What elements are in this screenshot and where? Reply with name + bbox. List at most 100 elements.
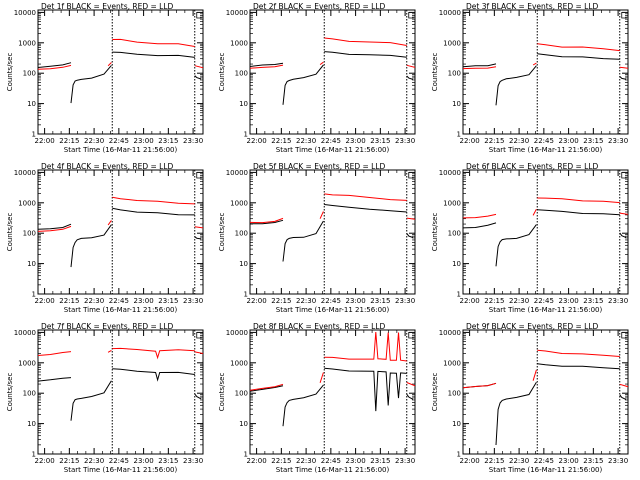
series-line-lld: [319, 61, 324, 66]
x-tick-label: 23:00: [346, 297, 366, 305]
series-line-lld: [406, 217, 415, 220]
y-tick-label: 1000: [443, 39, 461, 47]
y-axis-ticks: 1 10 100 1000 10000: [439, 169, 628, 299]
series-line-events: [38, 62, 72, 68]
y-axis-label: Counts/sec: [431, 373, 439, 412]
y-axis-label: Counts/sec: [218, 213, 226, 252]
interval-bracket: [621, 332, 627, 339]
x-tick-label: 23:00: [134, 297, 154, 305]
y-tick-label: 1: [457, 451, 461, 459]
x-tick-label: 23:00: [346, 137, 366, 145]
y-tick-label: 1000: [18, 39, 36, 47]
series-line-lld: [463, 66, 497, 70]
x-tick-label: 22:30: [296, 137, 316, 145]
x-tick-label: 23:30: [608, 297, 628, 305]
series-line-lld: [463, 213, 497, 219]
x-tick-label: 22:00: [460, 137, 480, 145]
x-tick-label: 23:30: [183, 297, 203, 305]
x-tick-label: 23:00: [559, 457, 579, 465]
series-line-events: [463, 222, 497, 229]
series-group: [463, 197, 628, 267]
series-line-events: [194, 393, 202, 400]
interval-bracket: [621, 172, 627, 179]
series-line-lld: [194, 226, 203, 229]
detector-panel-5: Det 5f BLACK = Events, RED = LLD 1 10 100 10…: [218, 162, 416, 314]
y-axis-ticks: 1 10 100 1000 10000: [226, 329, 415, 459]
series-line-lld: [324, 37, 407, 46]
series-line-events: [70, 380, 112, 421]
series-line-events: [324, 204, 407, 213]
y-tick-label: 10: [239, 420, 248, 428]
series-line-lld: [107, 220, 112, 226]
y-axis-label: Counts/sec: [6, 373, 14, 412]
x-tick-label: 22:30: [296, 457, 316, 465]
series-group: [38, 38, 203, 104]
y-tick-label: 10000: [439, 329, 461, 337]
x-axis-ticks: 22:00 22:15 22:30 22:45 23:00 23:15 23:30: [247, 330, 415, 465]
series-line-lld: [532, 208, 537, 216]
y-tick-label: 100: [23, 70, 36, 78]
interval-bracket: [408, 172, 414, 179]
y-tick-label: 1: [244, 131, 248, 139]
plot-frame: [249, 9, 416, 135]
series-line-events: [406, 233, 414, 238]
x-tick-label: 22:45: [321, 297, 341, 305]
series-line-events: [463, 63, 497, 68]
x-tick-label: 22:00: [247, 457, 267, 465]
y-tick-label: 1: [32, 131, 36, 139]
series-line-events: [70, 65, 112, 104]
detector-panel-9: Det 9f BLACK = Events, RED = LLD 1 10 100 10…: [431, 322, 629, 474]
series-line-events: [112, 51, 195, 58]
panel-title: Det 5f BLACK = Events, RED = LLD: [253, 162, 386, 171]
panel-title: Det 6f BLACK = Events, RED = LLD: [466, 162, 599, 171]
series-line-lld: [38, 225, 72, 232]
y-tick-label: 10: [239, 100, 248, 108]
series-line-events: [194, 75, 202, 80]
x-tick-label: 22:45: [534, 297, 554, 305]
y-tick-label: 10: [452, 420, 461, 428]
y-tick-label: 10: [452, 260, 461, 268]
plot-frame: [462, 329, 629, 455]
x-axis-ticks: 22:00 22:15 22:30 22:45 23:00 23:15 23:30: [247, 170, 415, 305]
y-tick-label: 100: [235, 390, 248, 398]
series-line-events: [406, 394, 414, 400]
interval-bracket: [196, 12, 202, 19]
series-line-lld: [537, 43, 620, 52]
x-tick-label: 22:00: [35, 457, 55, 465]
x-axis-label: Start Time (16-Mar-11 21:56:00): [276, 146, 390, 154]
series-line-events: [250, 385, 284, 392]
interval-bracket: [196, 332, 202, 339]
x-tick-label: 23:15: [583, 137, 603, 145]
detector-panel-8: Det 8f BLACK = Events, RED = LLD 1 10 100 10…: [218, 322, 416, 474]
y-tick-label: 1: [457, 131, 461, 139]
x-tick-label: 23:15: [583, 297, 603, 305]
y-axis-ticks: 1 10 100 1000 10000: [226, 169, 415, 299]
plot-frame: [249, 169, 416, 295]
series-line-events: [537, 209, 620, 216]
x-tick-label: 22:15: [59, 297, 79, 305]
series-line-lld: [406, 382, 415, 387]
series-line-lld: [112, 196, 195, 205]
interval-bracket: [621, 12, 627, 19]
series-line-events: [282, 64, 324, 105]
x-tick-label: 22:30: [509, 297, 529, 305]
y-tick-label: 10: [239, 260, 248, 268]
series-line-events: [495, 224, 537, 267]
panel-title: Det 9f BLACK = Events, RED = LLD: [466, 322, 599, 331]
series-line-lld: [250, 217, 284, 224]
panel-title: Det 7f BLACK = Events, RED = LLD: [41, 322, 174, 331]
series-line-lld: [38, 351, 72, 356]
series-group: [250, 193, 415, 262]
x-tick-label: 22:45: [109, 297, 129, 305]
series-line-events: [282, 384, 324, 427]
x-tick-label: 22:00: [247, 297, 267, 305]
series-line-lld: [532, 369, 537, 381]
x-tick-label: 22:30: [509, 137, 529, 145]
y-tick-label: 10: [27, 420, 36, 428]
series-line-lld: [38, 64, 72, 70]
x-tick-label: 23:30: [395, 297, 415, 305]
x-tick-label: 22:15: [484, 297, 504, 305]
y-axis-ticks: 1 10 100 1000 10000: [439, 9, 628, 139]
